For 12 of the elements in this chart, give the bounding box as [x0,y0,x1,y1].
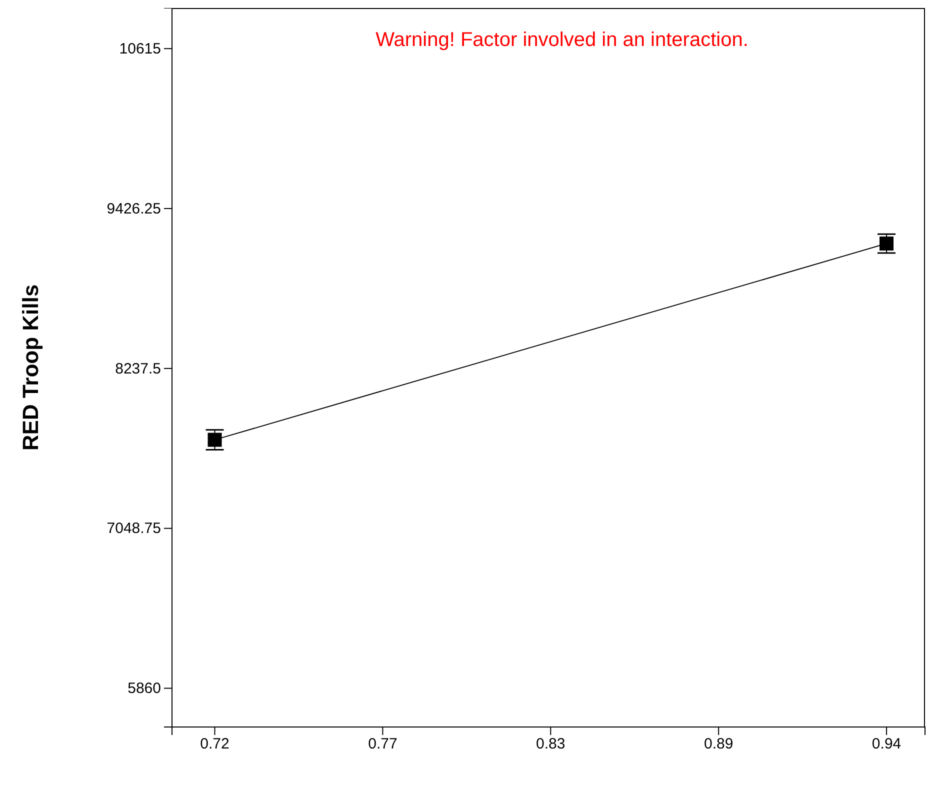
x-tick-label: 0.83 [536,736,566,753]
y-tick-label: 9426.25 [106,200,161,218]
x-tick-label: 0.94 [872,736,902,753]
y-tick-label: 8237.5 [115,360,161,378]
x-tick-label: 0.77 [368,736,398,753]
x-tick-label: 0.72 [200,736,230,753]
y-tick-label: 10615 [119,40,161,58]
x-tick-label: 0.89 [704,736,734,753]
y-axis-title: RED Troop Kills [18,284,43,451]
y-tick-label: 7048.75 [106,520,161,538]
y-tick-label: 5860 [128,680,161,698]
annotation: Warning! Factor involved in an interaction. [376,29,748,51]
